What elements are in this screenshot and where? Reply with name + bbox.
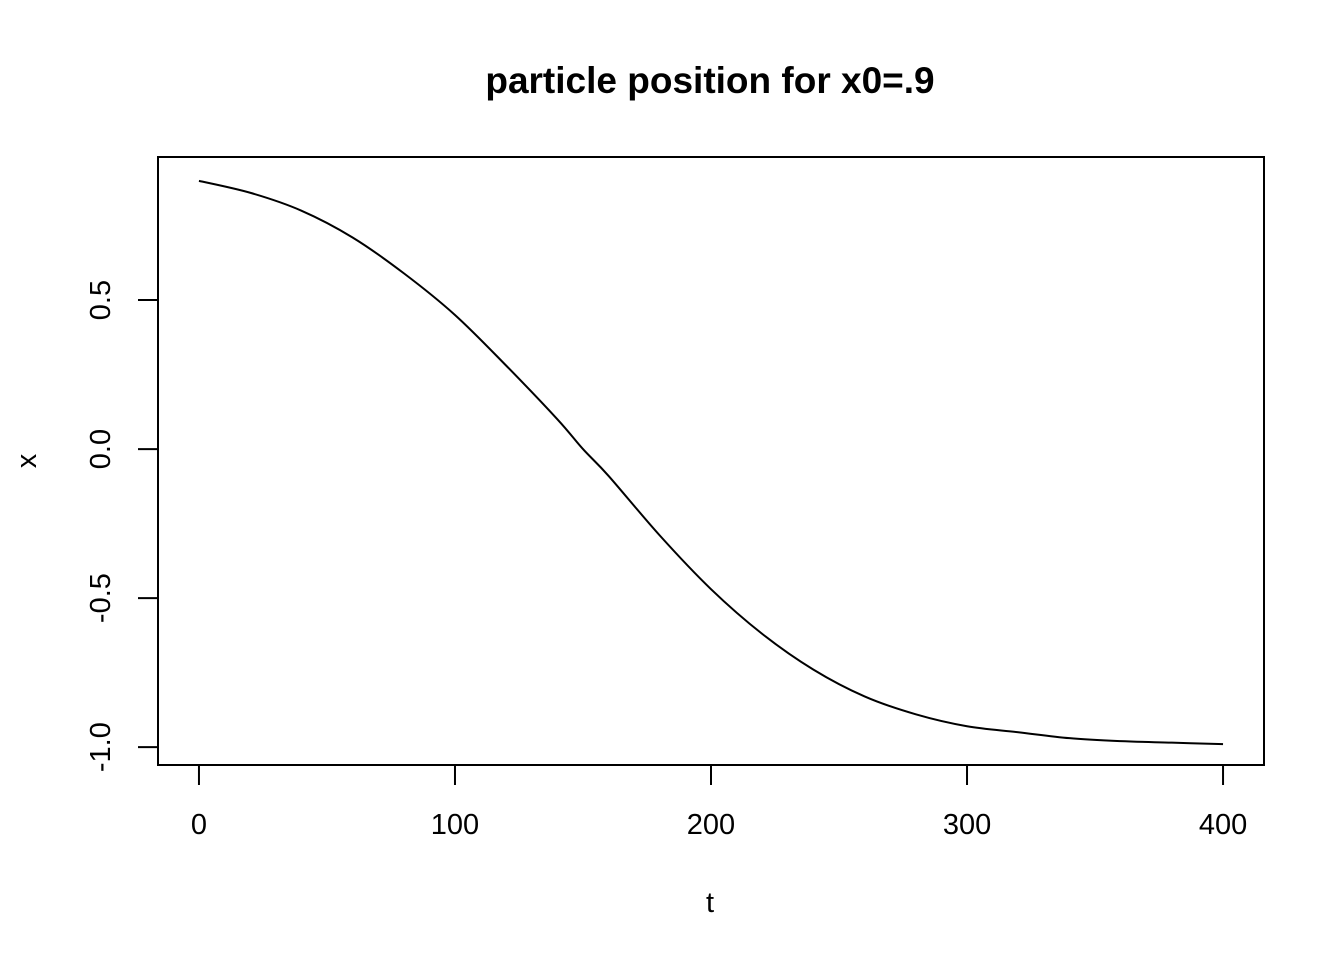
x-tick-label: 200 (687, 809, 735, 841)
x-axis-title: t (706, 887, 714, 919)
y-tick-label: 0.5 (85, 280, 117, 320)
x-tick-label: 300 (943, 809, 991, 841)
x-axis: 0 100 200 300 400 (191, 764, 1247, 841)
x-tick-label: 400 (1199, 809, 1247, 841)
y-tick-label: -0.5 (85, 573, 117, 623)
x-tick-label: 100 (431, 809, 479, 841)
y-tick-label: 0.0 (85, 429, 117, 469)
y-tick-label: -1.0 (85, 722, 117, 772)
y-axis: -1.0 -0.5 0.0 0.5 (85, 280, 159, 772)
y-axis-title: x (11, 453, 43, 468)
chart-title: particle position for x0=.9 (485, 60, 934, 101)
x-tick-label: 0 (191, 809, 207, 841)
plot-frame (157, 156, 1265, 766)
series-line (198, 179, 1224, 746)
